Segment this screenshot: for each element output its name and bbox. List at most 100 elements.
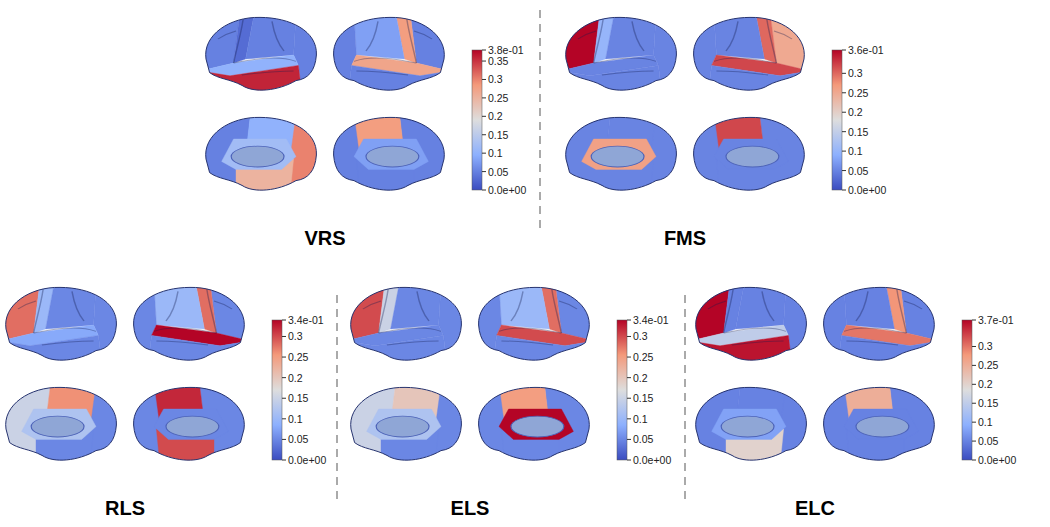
- sulcus: [34, 289, 44, 333]
- panel: 0.0e+000.050.10.150.20.250.33.4e-01RLS: [0, 285, 326, 519]
- colorbar-tick: [627, 320, 631, 321]
- sulcus: [897, 289, 907, 333]
- brain-region: [714, 139, 788, 169]
- brain-outline: [206, 117, 317, 190]
- colorbar-tick: [482, 171, 486, 172]
- colorbar-tick-label: 0.3: [848, 67, 863, 79]
- brain-view: [200, 15, 320, 95]
- brain-region: [844, 409, 918, 439]
- sulcus: [356, 71, 408, 75]
- colorbar-tick: [972, 460, 976, 461]
- colorbar-tick-label: 0.3: [633, 330, 648, 342]
- brain-view: [690, 385, 810, 465]
- colorbar-tick: [482, 79, 486, 80]
- brain-view: [200, 115, 320, 195]
- colorbar: [472, 50, 482, 190]
- medial-cut: [31, 416, 84, 437]
- sulcus: [234, 19, 244, 63]
- separator: [539, 10, 541, 230]
- colorbar-tick-label: 0.25: [288, 351, 309, 363]
- sulcus: [594, 58, 656, 63]
- panel-title: ELS: [451, 497, 490, 519]
- colorbar-tick: [842, 73, 846, 74]
- panel: 0.0e+000.050.10.150.20.250.33.7e-01ELC: [690, 285, 1016, 519]
- sulcus: [42, 341, 94, 345]
- medial-cut: [231, 146, 284, 167]
- colorbar-tick-label: 0.2: [288, 372, 303, 384]
- brain-view: [560, 15, 680, 95]
- sulcus: [417, 291, 429, 321]
- brain-region: [22, 409, 96, 439]
- colorbar-tick: [482, 97, 486, 98]
- colorbar-tick-label: 3.4e-01: [288, 314, 324, 326]
- sulcus: [501, 341, 553, 345]
- colorbar-tick: [627, 336, 631, 337]
- sulcus: [156, 341, 208, 345]
- colorbar: [617, 320, 627, 460]
- colorbar-tick-label: 0.05: [848, 165, 869, 177]
- panel-title: RLS: [105, 497, 145, 519]
- medial-cut: [721, 416, 774, 437]
- colorbar-tick: [482, 190, 486, 191]
- colorbar-tick: [627, 377, 631, 378]
- brain-view: [475, 285, 595, 365]
- brain-outline: [134, 387, 245, 460]
- brain-region: [493, 335, 595, 365]
- colorbar-tick: [282, 336, 286, 337]
- sulcus: [846, 341, 898, 345]
- sulcus: [218, 31, 236, 39]
- brain-outline: [6, 387, 117, 460]
- colorbar-tick-label: 3.8e-01: [488, 44, 524, 56]
- colorbar-tick: [972, 403, 976, 404]
- sulcus: [207, 289, 217, 333]
- sulcus: [272, 21, 284, 51]
- brain-region: [348, 65, 450, 95]
- brain-outline: [351, 387, 462, 460]
- colorbar-tick-label: 0.1: [848, 145, 863, 157]
- sulcus: [366, 21, 378, 51]
- sulcus: [166, 291, 178, 321]
- colorbar-tick-label: 3.7e-01: [978, 314, 1014, 326]
- brain-region: [367, 409, 441, 439]
- colorbar-tick: [627, 418, 631, 419]
- separator: [336, 295, 338, 505]
- colorbar-tick: [972, 422, 976, 423]
- brain-outline: [351, 287, 462, 360]
- sulcus: [904, 301, 922, 309]
- colorbar-tick-label: 0.15: [848, 126, 869, 138]
- brain-view: [690, 15, 810, 95]
- brain-region: [154, 409, 228, 439]
- colorbar-tick: [972, 384, 976, 385]
- sulcus: [774, 31, 792, 39]
- colorbar-tick-label: 0.1: [978, 416, 993, 428]
- colorbar-tick: [282, 439, 286, 440]
- colorbar-tick-label: 0.05: [633, 433, 654, 445]
- colorbar-tick-label: 0.15: [288, 392, 309, 404]
- colorbar-tick: [482, 61, 486, 62]
- panel: 0.0e+000.050.10.150.20.250.30.353.8e-01V…: [200, 15, 526, 249]
- medial-cut: [591, 146, 644, 167]
- sulcus: [724, 328, 786, 333]
- brain-region: [200, 65, 302, 95]
- sulcus: [414, 31, 432, 39]
- brain-outline: [566, 117, 677, 190]
- colorbar-tick-label: 0.05: [288, 433, 309, 445]
- colorbar-tick: [627, 439, 631, 440]
- medial-cut: [726, 146, 779, 167]
- sulcus: [602, 71, 654, 75]
- colorbar-tick-label: 0.0e+00: [848, 184, 886, 196]
- colorbar-tick-label: 0.25: [978, 359, 999, 371]
- panel-title: FMS: [664, 227, 706, 249]
- colorbar-tick: [482, 116, 486, 117]
- brain-outline: [334, 117, 445, 190]
- panel: 0.0e+000.050.10.150.20.250.33.4e-01ELS: [345, 285, 671, 519]
- colorbar-tick-label: 0.15: [633, 392, 654, 404]
- colorbar-tick: [972, 320, 976, 321]
- sulcus: [18, 301, 36, 309]
- brain-outline: [6, 287, 117, 360]
- brain-region: [582, 139, 656, 169]
- colorbar-tick-label: 0.0e+00: [978, 454, 1016, 466]
- colorbar-tick: [282, 377, 286, 378]
- colorbar-tick-label: 0.3: [488, 73, 503, 85]
- colorbar-tick-label: 0.25: [848, 87, 869, 99]
